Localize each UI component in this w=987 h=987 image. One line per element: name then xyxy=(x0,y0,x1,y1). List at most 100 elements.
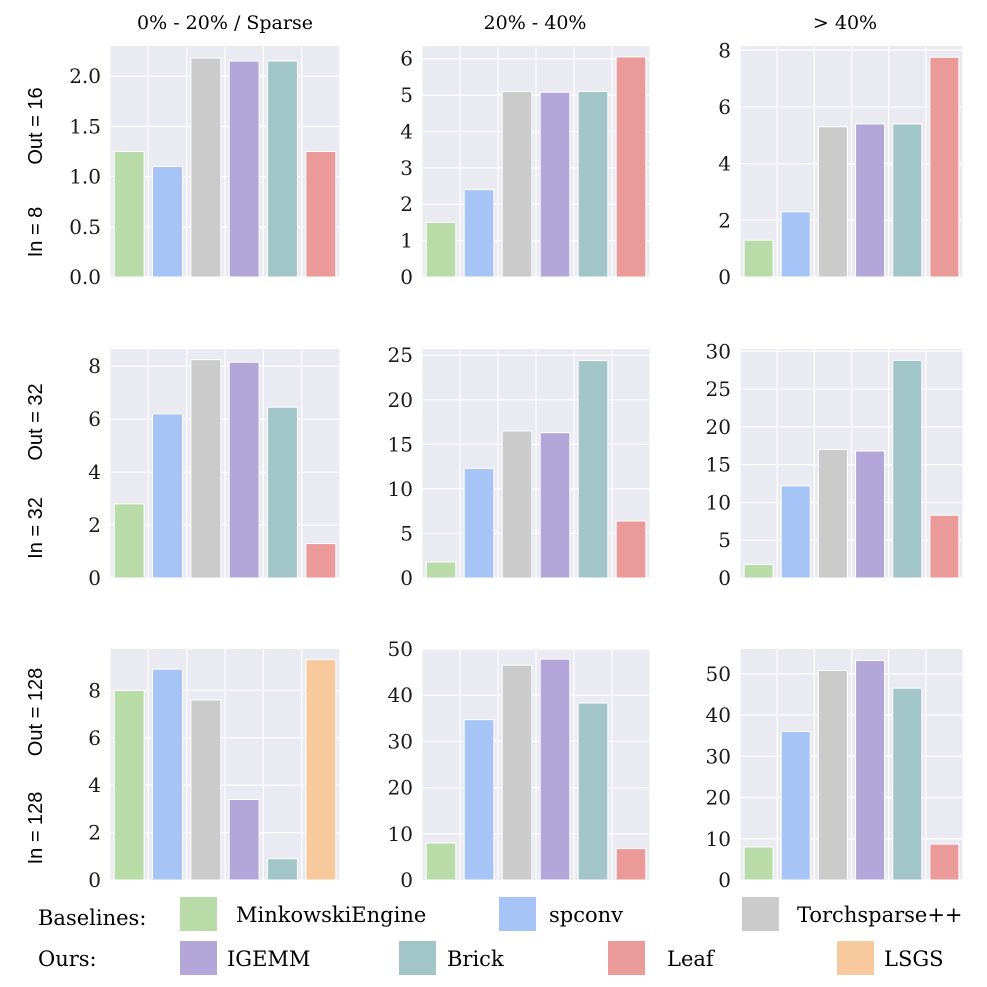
legend-swatch-leaf xyxy=(608,941,645,975)
bar-spconv xyxy=(152,166,183,278)
y-tick-label: 25 xyxy=(388,343,413,367)
bar-spconv xyxy=(463,467,495,579)
bar-torchsparse xyxy=(190,57,222,278)
y-tick-label: 0 xyxy=(718,265,731,289)
bar-minkowskiengine xyxy=(425,561,457,579)
y-tick-label: 15 xyxy=(388,432,413,456)
y-tick-label: 50 xyxy=(706,662,731,686)
y-tick-label: 2 xyxy=(718,208,731,232)
y-tick-label: 40 xyxy=(388,683,413,707)
legend-swatch-igemm xyxy=(180,941,217,975)
bar-leaf xyxy=(305,543,337,579)
bar-leaf xyxy=(615,848,647,881)
bar-torchsparse xyxy=(817,126,848,278)
bar-brick xyxy=(892,687,923,881)
y-tick-label: 25 xyxy=(706,377,731,401)
bar-igemm xyxy=(539,432,571,579)
bar-brick xyxy=(267,60,298,278)
y-tick-label: 8 xyxy=(718,38,731,62)
y-tick-label: 50 xyxy=(388,637,413,661)
bar-torchsparse xyxy=(501,430,533,579)
y-tick-label: 0 xyxy=(400,566,413,590)
bar-torchsparse xyxy=(817,449,848,579)
panel-r2-c1: 10 20 30 40 50 0 xyxy=(388,637,651,892)
bar-torchsparse xyxy=(190,359,222,579)
bar-torchsparse xyxy=(190,699,222,881)
y-tick-label: 6 xyxy=(718,95,731,119)
bar-lsgs xyxy=(305,659,337,881)
y-tick-label: 4 xyxy=(88,773,101,797)
bar-leaf xyxy=(615,56,647,278)
y-tick-label: 5 xyxy=(400,521,413,545)
bar-torchsparse xyxy=(501,90,533,278)
bar-igemm xyxy=(539,91,571,278)
chart-panels: 0.00.51.01.52.00123456024680246805101520… xyxy=(69,38,964,892)
legend-label-spconv: spconv xyxy=(549,903,623,927)
bar-brick xyxy=(892,359,923,579)
y-tick-label: 0.5 xyxy=(69,215,101,239)
y-tick-label: 4 xyxy=(400,119,413,143)
bar-brick xyxy=(577,90,609,278)
row-label-out-1: Out = 32 xyxy=(25,383,47,460)
row-label-out-2: Out = 128 xyxy=(25,668,47,756)
legend-swatch-lsgs xyxy=(837,941,874,975)
y-tick-label: 20 xyxy=(706,415,731,439)
row-label-in-1: In = 32 xyxy=(25,497,47,559)
legend-label-brick: Brick xyxy=(447,947,504,971)
legend-label-igemm: IGEMM xyxy=(227,947,310,971)
y-tick-label: 2 xyxy=(88,821,101,845)
row-label-in-0: In = 8 xyxy=(25,207,47,258)
row-labels: In = 8 Out = 16 In = 32 Out = 32 In = 12… xyxy=(25,87,47,864)
y-tick-label: 6 xyxy=(88,726,101,750)
y-tick-label: 4 xyxy=(88,460,101,484)
bar-spconv xyxy=(780,485,811,579)
panel-r0-c1: 0 1 2 3 4 5 6 xyxy=(400,46,651,289)
y-tick-label: 10 xyxy=(388,822,413,846)
y-tick-label: 2 xyxy=(88,513,101,537)
column-titles: 0% - 20% / Sparse 20% - 40% > 40% xyxy=(137,12,877,34)
y-tick-label: 0 xyxy=(400,868,413,892)
bar-igemm xyxy=(855,450,886,579)
y-tick-label: 2 xyxy=(400,192,413,216)
bar-igemm xyxy=(855,123,886,278)
bar-spconv xyxy=(463,189,495,278)
y-tick-label: 30 xyxy=(388,729,413,753)
y-tick-label: 40 xyxy=(706,703,731,727)
row-label-in-2: In = 128 xyxy=(25,792,47,865)
bar-leaf xyxy=(305,150,337,278)
y-tick-label: 1.0 xyxy=(69,165,101,189)
y-tick-label: 20 xyxy=(388,776,413,800)
legend-swatch-torchsparse xyxy=(742,897,779,931)
bar-brick xyxy=(577,702,609,881)
legend-ours-label: Ours: xyxy=(38,947,97,971)
bar-spconv xyxy=(463,719,495,881)
column-title-0: 0% - 20% / Sparse xyxy=(137,12,313,34)
bar-brick xyxy=(577,360,609,579)
bar-minkowskiengine xyxy=(743,846,774,881)
bar-minkowskiengine xyxy=(113,503,145,579)
y-tick-label: 8 xyxy=(88,678,101,702)
y-tick-label: 0.0 xyxy=(69,265,101,289)
y-tick-label: 20 xyxy=(388,388,413,412)
legend-swatch-minkowskiengine xyxy=(180,897,217,931)
y-tick-label: 6 xyxy=(400,47,413,71)
panel-r1-c0: 0 2 4 6 8 xyxy=(88,349,341,590)
y-tick-label: 0 xyxy=(718,566,731,590)
y-tick-label: 0 xyxy=(88,566,101,590)
bar-igemm xyxy=(855,660,886,881)
bar-leaf xyxy=(929,843,960,881)
panel-r0-c0: 0.0 0.5 1.0 1.5 2.0 xyxy=(69,46,341,289)
bar-torchsparse xyxy=(817,669,848,881)
bar-leaf xyxy=(929,56,960,278)
bar-torchsparse xyxy=(501,664,533,881)
y-tick-label: 1 xyxy=(400,229,413,253)
y-tick-label: 1.5 xyxy=(69,114,101,138)
y-tick-label: 20 xyxy=(706,786,731,810)
y-tick-label: 0 xyxy=(718,868,731,892)
panel-r1-c1: 0 5 10 15 20 25 xyxy=(388,343,651,590)
bar-minkowskiengine xyxy=(113,150,145,278)
bar-minkowskiengine xyxy=(743,563,774,579)
bar-spconv xyxy=(152,668,183,881)
panel-r1-c2: 0 5 10 15 20 25 30 xyxy=(706,339,964,590)
legend-label-torchsparse: Torchsparse++ xyxy=(797,903,963,927)
